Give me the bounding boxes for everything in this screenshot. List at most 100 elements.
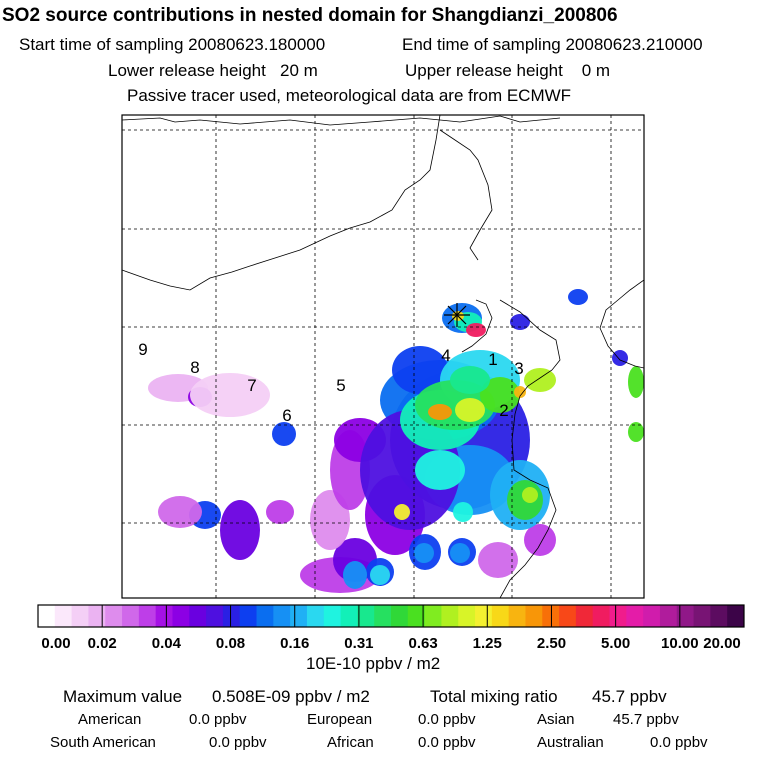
colorbar-swatch bbox=[105, 605, 123, 627]
colorbar-unit-label: 10E-10 ppbv / m2 bbox=[306, 654, 441, 673]
station-marker-icon bbox=[444, 303, 470, 327]
region-name-south-american: South American bbox=[50, 734, 156, 751]
heatmap-cell bbox=[466, 323, 486, 337]
upper-release-label: Upper release height 0 m bbox=[405, 61, 611, 80]
colorbar-tick-label: 1.25 bbox=[472, 635, 502, 652]
colorbar-tick-label: 0.00 bbox=[41, 635, 71, 652]
region-value-american: 0.0 ppbv bbox=[189, 711, 247, 728]
region-label-6: 6 bbox=[282, 406, 292, 425]
colorbar-swatch bbox=[407, 605, 426, 627]
region-label-5: 5 bbox=[336, 376, 346, 395]
lower-release-label: Lower release height 20 m bbox=[108, 61, 318, 80]
heatmap-cell bbox=[370, 565, 390, 585]
colorbar-swatch bbox=[374, 605, 392, 627]
colorbar-swatch bbox=[710, 605, 728, 627]
colorbar-swatch bbox=[441, 605, 459, 627]
region-name-american: American bbox=[78, 711, 142, 728]
colorbar-swatch bbox=[290, 605, 308, 627]
colorbar-swatch bbox=[88, 605, 106, 627]
colorbar-swatch bbox=[575, 605, 594, 627]
colorbar-swatch bbox=[38, 605, 56, 627]
region-value-european: 0.0 ppbv bbox=[418, 711, 476, 728]
colorbar-swatch bbox=[693, 605, 711, 627]
heatmap-cell bbox=[514, 386, 526, 398]
heatmap-cell bbox=[453, 502, 473, 522]
region-label-1: 1 bbox=[488, 350, 498, 369]
colorbar-tick-label: 0.63 bbox=[408, 635, 438, 652]
heatmap-cell bbox=[158, 496, 202, 528]
heatmap-cell bbox=[415, 450, 465, 490]
colorbar-swatch bbox=[475, 605, 493, 627]
lat-lon-grid bbox=[122, 115, 644, 598]
region-value-south-american: 0.0 ppbv bbox=[209, 734, 267, 751]
heatmap-cell bbox=[394, 504, 410, 520]
end-time-label: End time of sampling 20080623.210000 bbox=[402, 35, 703, 54]
colorbar-swatch bbox=[256, 605, 274, 627]
colorbar-swatch bbox=[458, 605, 476, 627]
colorbar-swatch bbox=[71, 605, 89, 627]
plot-frame bbox=[121, 114, 645, 599]
tracer-info-label: Passive tracer used, meteorological data… bbox=[127, 86, 572, 105]
colorbar-tick-label: 0.31 bbox=[344, 635, 374, 652]
colorbar-swatch bbox=[122, 605, 140, 627]
colorbar-swatch bbox=[172, 605, 190, 627]
colorbar-swatch bbox=[189, 605, 207, 627]
heatmap-cell bbox=[510, 314, 530, 330]
region-label-7: 7 bbox=[247, 376, 257, 395]
heatmap-cells bbox=[148, 289, 644, 593]
colorbar-swatch bbox=[643, 605, 661, 627]
region-value-african: 0.0 ppbv bbox=[418, 734, 476, 751]
region-label-4: 4 bbox=[441, 346, 451, 365]
max-value-label: Maximum value bbox=[63, 687, 183, 706]
colorbar-swatch bbox=[357, 605, 375, 627]
heatmap-cell bbox=[266, 500, 294, 524]
colorbar-swatch bbox=[391, 605, 409, 627]
heatmap-cell bbox=[524, 524, 556, 556]
colorbar-swatch bbox=[206, 605, 224, 627]
heatmap-cell bbox=[190, 373, 270, 417]
colorbar-swatch bbox=[508, 605, 526, 627]
heatmap-cell bbox=[522, 487, 538, 503]
colorbar-swatch bbox=[525, 605, 543, 627]
colorbar-swatch bbox=[340, 605, 358, 627]
colorbar-tick-label: 10.00 bbox=[661, 635, 699, 652]
region-label-3: 3 bbox=[514, 359, 524, 378]
colorbar-tick-label: 0.08 bbox=[215, 635, 246, 652]
colorbar-swatch bbox=[239, 605, 258, 627]
max-value: 0.508E-09 ppbv / m2 bbox=[212, 687, 370, 706]
heatmap-cell bbox=[414, 543, 434, 563]
heatmap-cell bbox=[310, 490, 350, 550]
colorbar-swatches bbox=[38, 605, 745, 627]
region-name-european: European bbox=[307, 711, 373, 728]
region-name-asian: Asian bbox=[537, 711, 575, 728]
chart-title: SO2 source contributions in nested domai… bbox=[2, 5, 618, 26]
heatmap-cell bbox=[428, 404, 452, 420]
colorbar-tick-label: 0.16 bbox=[280, 635, 310, 652]
region-value-asian: 45.7 ppbv bbox=[613, 711, 679, 728]
heatmap-cell bbox=[478, 542, 518, 578]
colorbar-swatch bbox=[491, 605, 510, 627]
heatmap-cell bbox=[455, 398, 485, 422]
heatmap-cell bbox=[628, 366, 644, 398]
colorbar-tick-label: 20.00 bbox=[703, 635, 741, 652]
heatmap-cell bbox=[450, 543, 470, 563]
heatmap-cell bbox=[450, 366, 490, 394]
colorbar-swatch bbox=[323, 605, 342, 627]
region-value-australian: 0.0 ppbv bbox=[650, 734, 708, 751]
region-name-african: African bbox=[327, 734, 374, 751]
colorbar-swatch bbox=[609, 605, 627, 627]
colorbar-swatch bbox=[676, 605, 695, 627]
region-name-australian: Australian bbox=[537, 734, 604, 751]
colorbar-swatch bbox=[138, 605, 157, 627]
colorbar-swatch bbox=[659, 605, 678, 627]
start-time-label: Start time of sampling 20080623.180000 bbox=[19, 35, 326, 54]
total-mixing-value: 45.7 ppbv bbox=[592, 687, 667, 706]
heatmap-cell bbox=[524, 368, 556, 392]
colorbar-tick-label: 0.04 bbox=[151, 635, 181, 652]
colorbar-swatch bbox=[542, 605, 560, 627]
colorbar-swatch bbox=[559, 605, 577, 627]
heatmap-cell bbox=[628, 422, 644, 442]
colorbar-swatch bbox=[306, 605, 325, 627]
